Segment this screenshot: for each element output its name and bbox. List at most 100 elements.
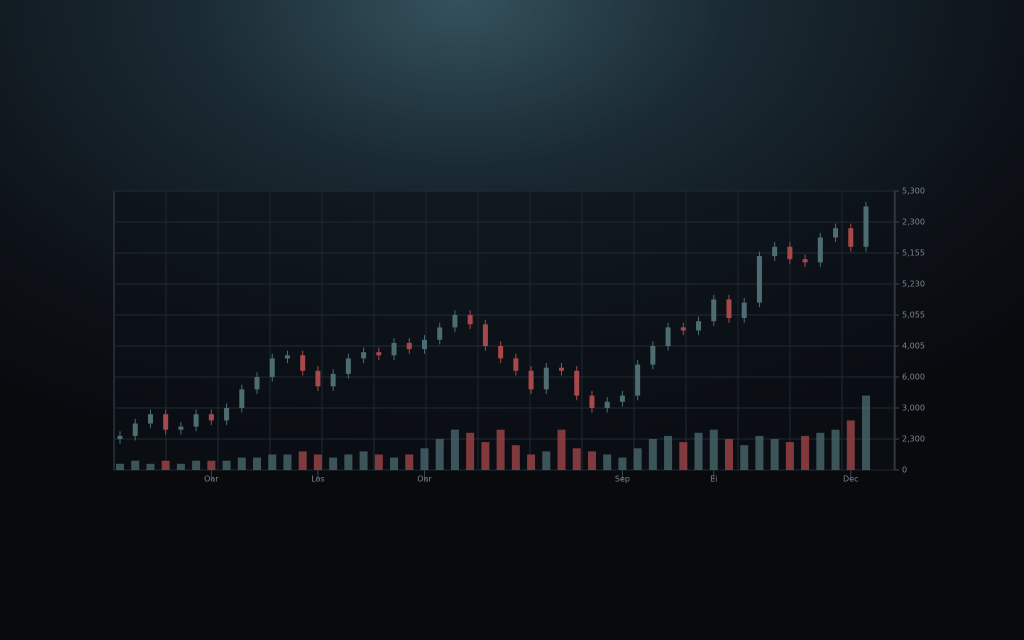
candle-body	[604, 401, 610, 408]
volume-bar	[146, 463, 155, 470]
volume-bar	[862, 395, 870, 470]
volume-bar	[298, 451, 307, 470]
candle-body	[178, 426, 184, 430]
candle-body	[559, 367, 565, 371]
x-tick-label: Oar	[417, 475, 432, 484]
volume-bar	[207, 460, 216, 470]
volume-bar	[755, 435, 764, 470]
volume-bar	[283, 454, 292, 470]
volume-bar	[557, 429, 566, 470]
candle-body	[482, 324, 488, 346]
volume-bar	[481, 442, 490, 470]
volume-bar	[405, 454, 414, 470]
candle-body	[330, 373, 336, 387]
candle-body	[239, 389, 245, 408]
volume-bar	[679, 442, 688, 470]
candle-body	[665, 327, 671, 346]
y-tick-label: 6,000	[902, 373, 925, 382]
candle-body	[452, 315, 458, 328]
y-tick-label: 2,300	[902, 435, 925, 444]
volume-bar	[664, 435, 673, 470]
volume-bar	[740, 445, 749, 470]
candle-body	[711, 299, 717, 322]
volume-bar	[572, 448, 581, 470]
volume-bar	[801, 435, 810, 470]
volume-bar	[313, 454, 322, 470]
volume-bar	[816, 432, 825, 470]
candle-body	[254, 377, 260, 390]
volume-bar	[648, 439, 657, 470]
candle-body	[208, 414, 214, 421]
candle-body	[863, 206, 869, 247]
volume-bar	[192, 460, 201, 470]
candle-body	[117, 435, 123, 439]
candle-body	[619, 395, 625, 402]
candle-body	[650, 346, 656, 365]
candle-body	[833, 228, 839, 238]
volume-bar	[724, 439, 733, 470]
candle-body	[498, 346, 504, 359]
candle-body	[574, 370, 580, 396]
candle-body	[163, 414, 169, 430]
y-tick-label: 5,300	[902, 187, 925, 196]
plot-area	[113, 190, 896, 471]
candle-body	[269, 358, 275, 377]
candle-body	[437, 327, 443, 340]
volume-bar	[785, 442, 794, 470]
volume-bar	[633, 448, 642, 470]
candle-body	[756, 256, 762, 303]
volume-bar	[344, 454, 353, 470]
candle-body	[848, 228, 854, 247]
volume-bar	[709, 429, 718, 470]
candle-body	[147, 414, 153, 424]
candle-body	[772, 246, 778, 257]
candle-body	[802, 259, 808, 263]
candle-body	[817, 237, 823, 263]
candle-body	[361, 352, 367, 359]
y-tick-label: 5,155	[902, 249, 925, 258]
volume-bar	[420, 448, 429, 470]
x-tick-label: Los	[311, 475, 324, 484]
y-tick-label: 3,000	[902, 404, 925, 413]
candle-body	[696, 321, 702, 331]
y-tick-label: 2,300	[902, 218, 925, 227]
volume-bar	[618, 457, 627, 470]
candle-body	[528, 370, 534, 390]
volume-bar	[831, 429, 840, 470]
volume-bar	[435, 439, 444, 470]
volume-bar	[846, 420, 855, 470]
candle-body	[315, 370, 321, 387]
y-tick-label: 4,005	[902, 342, 925, 351]
volume-bar	[587, 451, 596, 470]
volume-bar	[268, 454, 277, 470]
candle-body	[589, 395, 595, 408]
y-tick-label: 5,230	[902, 280, 925, 289]
candle-body	[132, 423, 138, 436]
volume-bar	[603, 454, 612, 470]
candle-body	[543, 367, 549, 390]
candle-body	[406, 342, 412, 350]
volume-bar	[329, 457, 338, 470]
candle-body	[467, 315, 473, 325]
volume-bar	[374, 454, 383, 470]
volume-bar	[694, 432, 703, 470]
volume-bar	[542, 451, 551, 470]
candle-body	[376, 352, 382, 356]
candle-body	[421, 339, 427, 350]
volume-bar	[527, 454, 536, 470]
candle-body	[741, 302, 747, 319]
volume-bar	[131, 460, 140, 470]
x-tick-label: Ei	[710, 475, 717, 484]
volume-bar	[222, 460, 231, 470]
candle-body	[635, 364, 641, 396]
candle-body	[193, 414, 199, 427]
candle-body	[345, 358, 351, 374]
candle-body	[787, 246, 793, 260]
candle-body	[726, 299, 732, 319]
candle-body	[513, 358, 519, 371]
candle-body	[391, 342, 397, 356]
candle-body	[224, 408, 230, 421]
volume-bar	[496, 429, 505, 470]
volume-bar	[116, 463, 124, 470]
